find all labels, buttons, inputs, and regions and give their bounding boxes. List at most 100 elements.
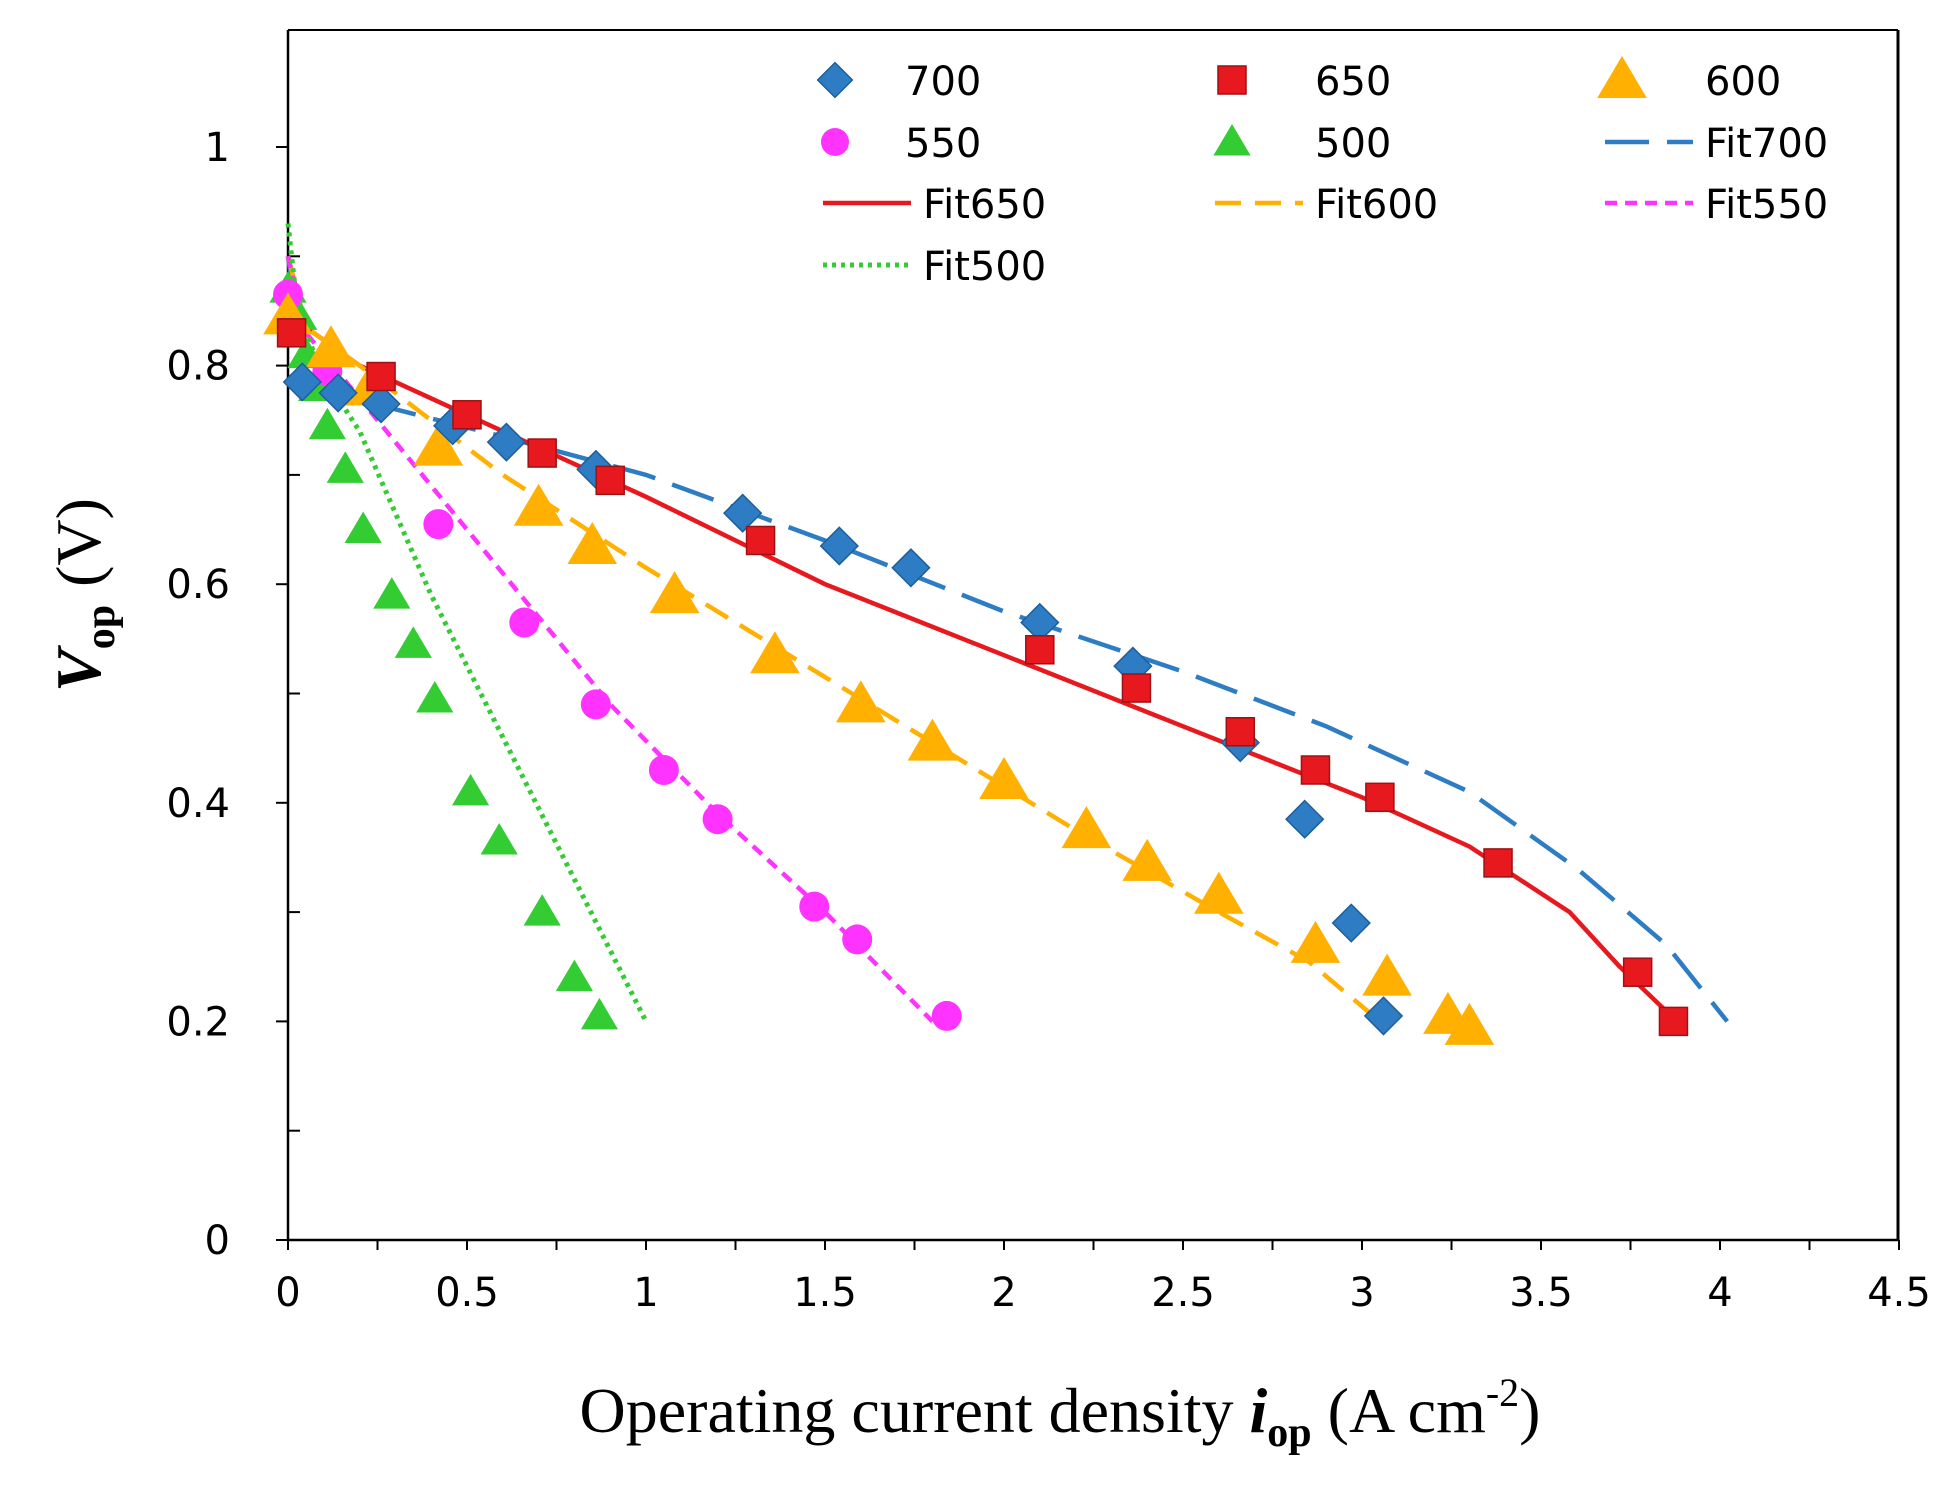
x-tick-label: 0.5	[435, 1270, 499, 1316]
x-tick-label: 4.5	[1867, 1270, 1931, 1316]
data-point-550	[580, 689, 611, 720]
x-axis-title-close: )	[1519, 1375, 1540, 1446]
data-point-700	[486, 422, 527, 462]
data-point-500	[523, 894, 561, 926]
legend-label: 650	[1315, 59, 1391, 105]
data-point-600	[1122, 838, 1172, 881]
series-markers	[263, 271, 1689, 1045]
legend-item-650: 650	[1217, 59, 1391, 105]
data-point-550	[423, 509, 454, 540]
data-point-700	[1331, 903, 1371, 943]
legend-item-550: 550	[821, 121, 981, 167]
x-tick-label: 2	[991, 1270, 1016, 1316]
data-point-700	[282, 362, 322, 402]
data-point-700	[318, 373, 358, 413]
legend-item-700: 700	[816, 59, 981, 105]
legend-label: Fit600	[1315, 182, 1438, 228]
data-point-700	[1363, 996, 1404, 1036]
y-tick-label: 0	[205, 1218, 230, 1264]
data-point-500	[480, 823, 518, 855]
legend-item-fit700: Fit700	[1605, 121, 1828, 167]
data-point-500	[416, 680, 454, 713]
y-tick-label: 0.8	[166, 344, 230, 390]
x-tick-label: 2.5	[1151, 1270, 1215, 1316]
legend-swatch-550	[821, 128, 849, 156]
data-point-550	[842, 924, 873, 955]
legend-swatch-500	[1213, 124, 1251, 156]
data-point-700	[891, 548, 931, 588]
data-point-650	[452, 400, 482, 430]
data-point-550	[702, 804, 733, 835]
data-point-650	[1658, 1006, 1689, 1037]
data-point-600	[649, 571, 700, 614]
data-point-500	[344, 511, 382, 544]
data-point-500	[555, 959, 593, 992]
y-tick-label: 1	[205, 125, 230, 171]
legend-label: 550	[905, 121, 981, 167]
legend-label: 500	[1315, 121, 1391, 167]
x-tick-label: 0	[275, 1270, 300, 1316]
legend-item-600: 600	[1597, 56, 1781, 105]
data-point-650	[1121, 673, 1152, 703]
data-point-500	[451, 773, 490, 806]
legend-item-fit600: Fit600	[1215, 182, 1438, 228]
legend-swatch-700	[816, 61, 854, 99]
data-point-650	[1025, 635, 1055, 665]
data-point-700	[722, 493, 763, 533]
x-axis-title-superscript: -2	[1486, 1370, 1519, 1415]
legend: 700 650 600 550 500 Fit700 Fit650 Fit600 Fit550 F…	[816, 56, 1828, 290]
data-point-650	[527, 438, 557, 468]
y-tick-label: 0.4	[166, 781, 230, 827]
data-point-600	[1290, 920, 1341, 963]
data-point-550	[931, 1000, 962, 1031]
legend-item-500: 500	[1213, 121, 1391, 167]
data-point-650	[276, 318, 307, 348]
data-point-500	[373, 577, 411, 609]
data-point-600	[907, 718, 958, 761]
data-point-600	[750, 631, 800, 674]
data-point-650	[1622, 957, 1653, 987]
x-tick-label: 1	[633, 1270, 658, 1316]
x-axis-title-text: Operating current density	[580, 1375, 1250, 1446]
data-point-550	[509, 607, 540, 638]
data-point-500	[580, 997, 619, 1030]
x-tick-label: 1.5	[793, 1270, 857, 1316]
data-point-600	[567, 521, 618, 564]
legend-label: Fit650	[923, 182, 1046, 228]
data-point-600	[1444, 1002, 1495, 1045]
legend-label: Fit500	[923, 244, 1046, 290]
legend-item-fit550: Fit550	[1605, 182, 1828, 228]
y-axis-title: Vop (V)	[43, 498, 124, 692]
y-axis-title-symbol: V	[43, 644, 114, 692]
y-tick-label: 0.2	[166, 999, 230, 1045]
axes: 0 0.5 1 1.5 2 2.5 3 3.5 4 4.5 0 0.2 0.4 0.6 0.8 1	[166, 125, 1930, 1316]
data-point-650	[1300, 755, 1331, 785]
data-point-700	[361, 384, 401, 424]
data-point-600	[1061, 806, 1112, 849]
legend-item-fit500: Fit500	[823, 244, 1046, 290]
legend-item-fit650: Fit650	[823, 182, 1046, 228]
data-point-600	[1194, 871, 1244, 914]
series-line-fit550	[285, 255, 935, 1023]
data-point-600	[306, 325, 356, 368]
data-point-650	[366, 361, 396, 392]
data-point-700	[819, 526, 859, 566]
data-point-650	[1365, 782, 1395, 813]
data-point-500	[326, 451, 364, 483]
data-point-500	[308, 407, 346, 440]
x-tick-label: 4	[1707, 1270, 1732, 1316]
data-point-650	[745, 525, 776, 556]
data-point-500	[394, 626, 432, 658]
legend-label: Fit700	[1705, 121, 1828, 167]
x-axis-title-symbol: i	[1250, 1375, 1268, 1446]
data-point-550	[799, 891, 830, 922]
data-point-650	[595, 465, 625, 496]
x-tick-label: 3.5	[1509, 1270, 1573, 1316]
y-axis-title-unit: (V)	[43, 498, 114, 587]
legend-swatch-650	[1217, 65, 1247, 95]
data-point-650	[1483, 848, 1513, 878]
data-point-600	[513, 483, 564, 526]
data-point-600	[1362, 953, 1412, 996]
